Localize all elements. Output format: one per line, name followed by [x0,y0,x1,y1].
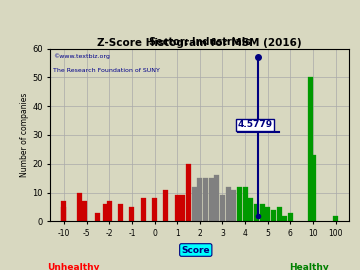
Bar [141,198,146,221]
Bar [118,204,123,221]
Bar [237,187,242,221]
Bar [175,195,180,221]
Bar [265,207,270,221]
Bar [186,164,191,221]
Bar [209,178,213,221]
Bar [180,195,185,221]
Bar [82,201,87,221]
Bar [243,187,248,221]
Bar [248,198,253,221]
Title: Z-Score Histogram for MSM (2016): Z-Score Histogram for MSM (2016) [98,38,302,48]
Y-axis label: Number of companies: Number of companies [21,93,30,177]
Bar [231,190,236,221]
Bar [62,207,67,221]
Bar [103,204,108,221]
Bar [288,213,293,221]
Text: Score: Score [181,245,210,255]
Bar [197,178,202,221]
Bar [203,178,208,221]
Bar [254,204,259,221]
Bar [62,201,67,221]
Bar [192,187,197,221]
Bar [282,216,287,221]
Bar [129,207,134,221]
Bar [308,77,312,221]
Text: The Research Foundation of SUNY: The Research Foundation of SUNY [53,68,160,73]
Text: 4.5779: 4.5779 [237,120,272,129]
Bar [220,195,225,221]
Bar [152,198,157,221]
Text: Unhealthy: Unhealthy [47,263,99,270]
Text: Sector: Industrials: Sector: Industrials [149,37,251,47]
Bar [311,155,316,221]
Bar [77,193,82,221]
Bar [333,216,338,221]
Bar [226,187,231,221]
Bar [276,207,282,221]
Bar [214,175,219,221]
Text: Healthy: Healthy [289,263,329,270]
Text: ©www.textbiz.org: ©www.textbiz.org [53,54,110,59]
Bar [163,190,168,221]
Bar [271,210,276,221]
Bar [95,213,100,221]
Bar [107,201,112,221]
Bar [260,204,265,221]
